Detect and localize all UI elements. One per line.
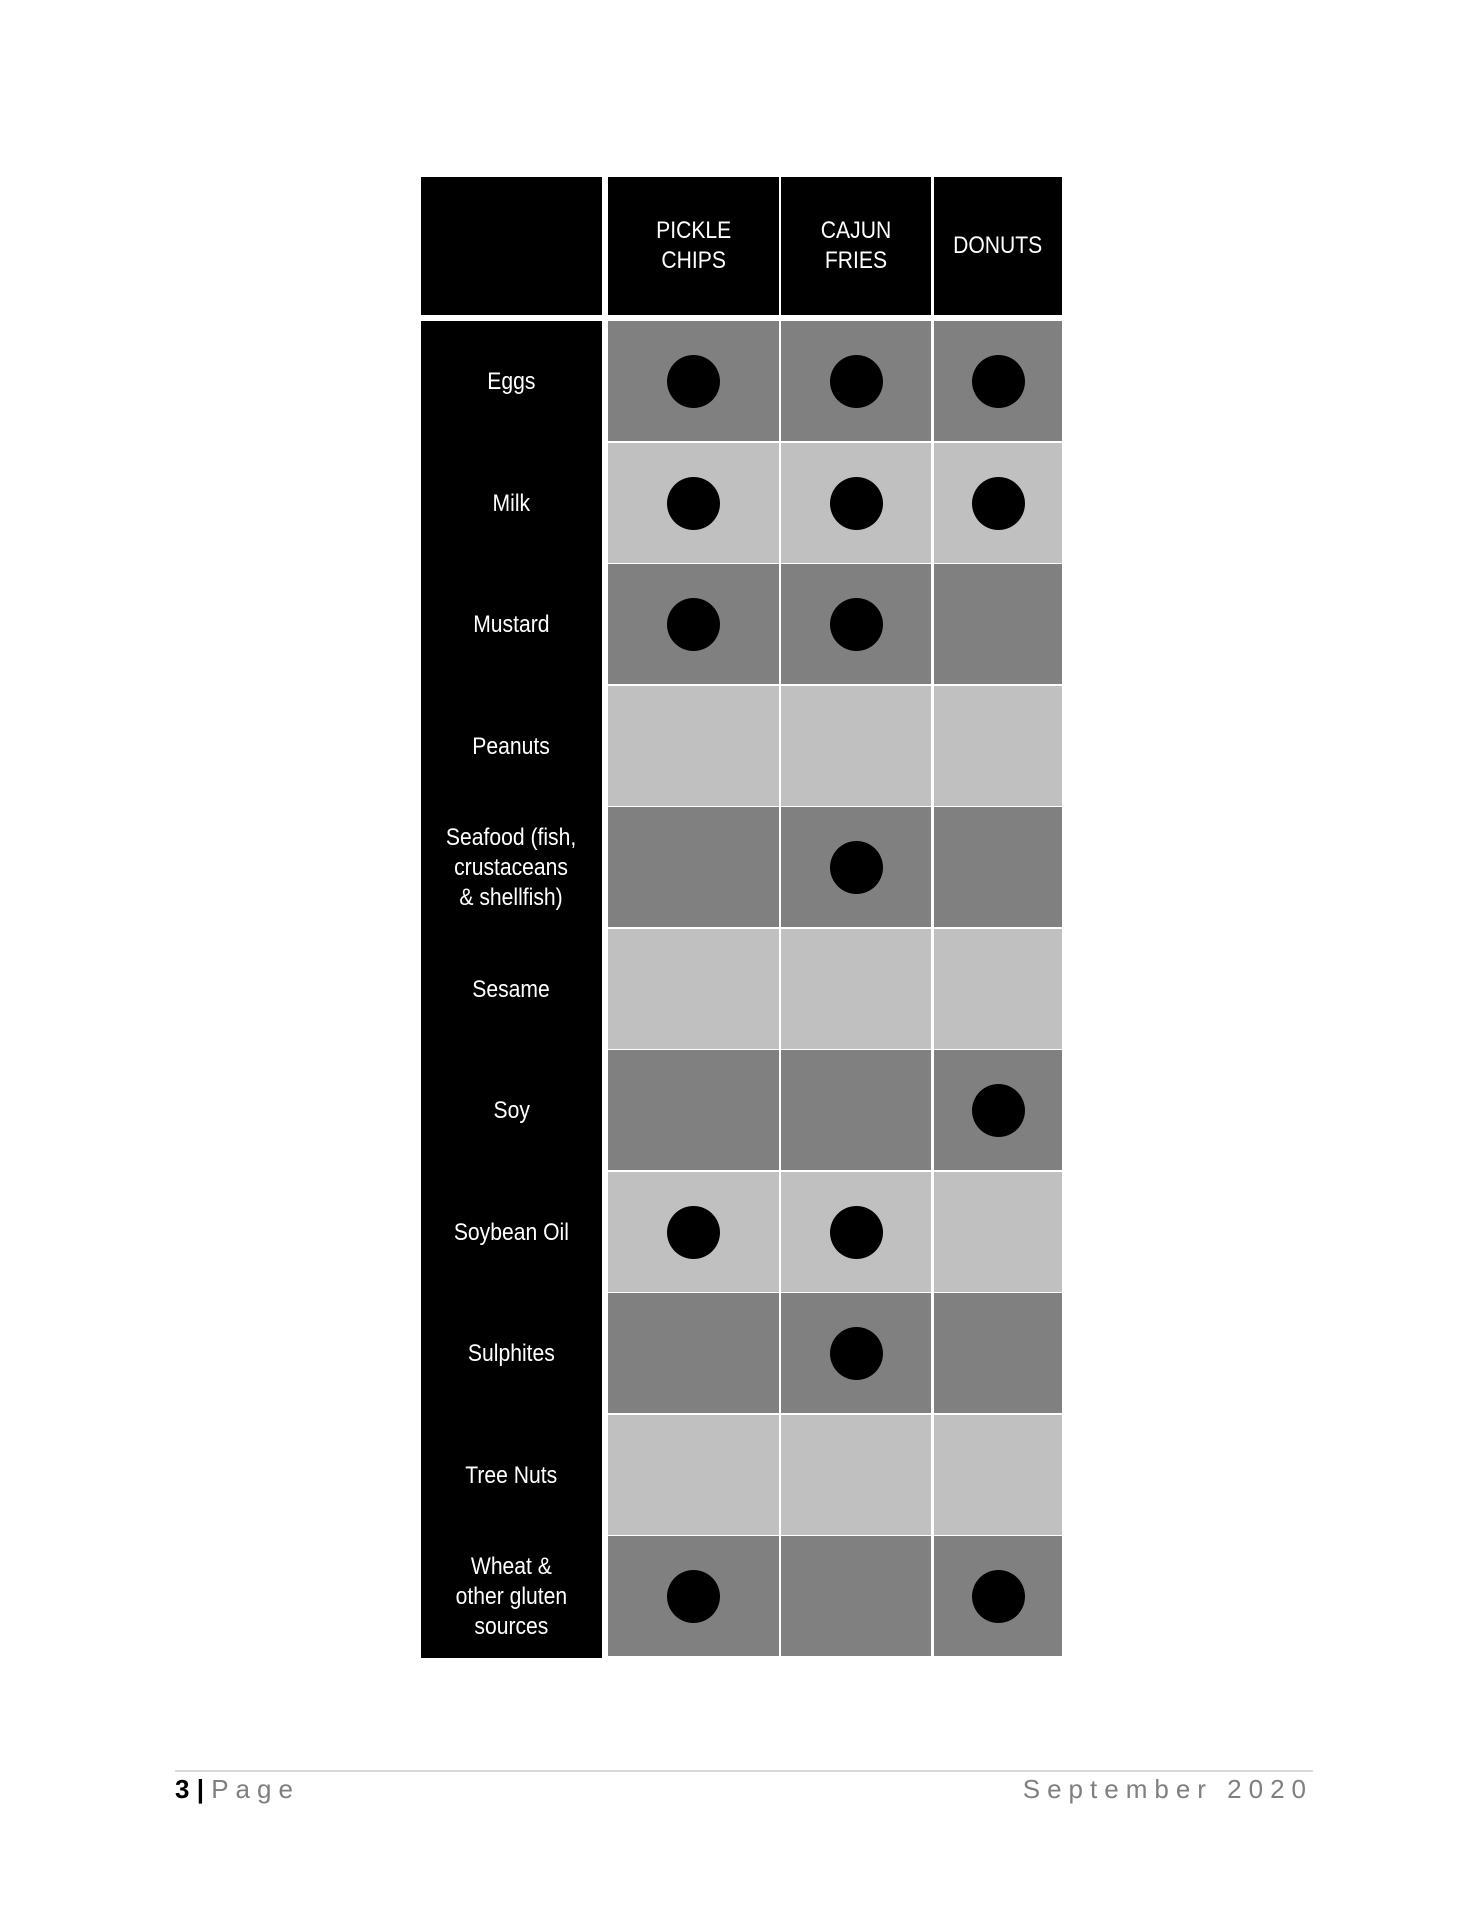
table-cell xyxy=(608,443,779,563)
text-line: other gluten xyxy=(455,1583,568,1610)
row-label: Wheat & other gluten sources xyxy=(421,1536,602,1658)
filled-circle-icon xyxy=(667,1205,720,1259)
table-cell xyxy=(608,1536,779,1656)
row-label: Sesame xyxy=(421,929,602,1051)
row-label: Eggs xyxy=(421,321,602,443)
filled-circle-icon xyxy=(667,1569,720,1623)
row-label-column xyxy=(421,321,602,1658)
filled-circle-icon xyxy=(829,1205,883,1259)
text-line: Peanuts xyxy=(472,733,551,760)
table-cell xyxy=(608,807,779,927)
table-cell xyxy=(781,1050,931,1170)
table-cell xyxy=(934,686,1062,806)
table-cell xyxy=(608,321,779,441)
page-number-footer: 3 | Page xyxy=(175,1774,300,1805)
filled-circle-icon xyxy=(829,354,883,408)
text-line: Seafood (fish, xyxy=(446,824,577,851)
text-line: crustaceans xyxy=(454,854,569,881)
table-cell xyxy=(781,1536,931,1656)
table-cell xyxy=(781,929,931,1049)
table-cell xyxy=(934,929,1062,1049)
column-header: DONUTS xyxy=(934,177,1062,315)
text-line: CHIPS xyxy=(661,247,726,274)
filled-circle-icon xyxy=(971,476,1025,530)
table-cell xyxy=(934,1050,1062,1170)
table-cell xyxy=(608,1415,779,1535)
filled-circle-icon xyxy=(971,1083,1025,1137)
filled-circle-icon xyxy=(971,1569,1025,1623)
table-cell xyxy=(781,443,931,563)
table-cell xyxy=(934,1172,1062,1292)
table-cell xyxy=(934,1415,1062,1535)
row-label: Seafood (fish, crustaceans & shellfish) xyxy=(421,807,602,929)
table-cell xyxy=(934,443,1062,563)
table-cell xyxy=(781,807,931,927)
table-cell xyxy=(781,1172,931,1292)
text-line: PICKLE xyxy=(655,217,732,244)
page-separator: | xyxy=(196,1774,204,1804)
filled-circle-icon xyxy=(667,597,720,651)
row-label: Milk xyxy=(421,443,602,565)
filled-circle-icon xyxy=(667,354,720,408)
text-line: DONUTS xyxy=(953,232,1043,259)
filled-circle-icon xyxy=(829,1326,883,1380)
table-cell xyxy=(608,929,779,1049)
row-label: Mustard xyxy=(421,564,602,686)
table-cell xyxy=(608,564,779,684)
text-line: Sulphites xyxy=(468,1340,555,1367)
footer-divider xyxy=(175,1770,1313,1772)
text-line: FRIES xyxy=(824,247,888,274)
row-label: Soybean Oil xyxy=(421,1172,602,1294)
text-line: Eggs xyxy=(487,368,536,395)
column-header: PICKLE CHIPS xyxy=(608,177,779,315)
text-line: Soybean Oil xyxy=(453,1219,570,1246)
filled-circle-icon xyxy=(829,840,883,894)
text-line: Soy xyxy=(493,1097,530,1124)
table-cell xyxy=(781,564,931,684)
column-header: CAJUN FRIES xyxy=(781,177,931,315)
table-cell xyxy=(934,564,1062,684)
table-cell xyxy=(781,1293,931,1413)
filled-circle-icon xyxy=(829,597,883,651)
text-line: sources xyxy=(474,1613,549,1640)
filled-circle-icon xyxy=(667,476,720,530)
table-cell xyxy=(781,321,931,441)
table-cell xyxy=(781,686,931,806)
page-number: 3 xyxy=(175,1774,190,1804)
header-corner xyxy=(421,177,602,315)
table-cell xyxy=(934,1293,1062,1413)
text-line: Sesame xyxy=(472,976,551,1003)
text-line: Tree Nuts xyxy=(465,1462,558,1489)
table-cell xyxy=(608,1172,779,1292)
text-line: & shellfish) xyxy=(459,884,564,911)
table-cell xyxy=(608,686,779,806)
filled-circle-icon xyxy=(829,476,883,530)
page-label: Page xyxy=(211,1774,300,1804)
filled-circle-icon xyxy=(971,354,1025,408)
table-cell xyxy=(934,1536,1062,1656)
row-label: Peanuts xyxy=(421,686,602,808)
table-cell xyxy=(608,1293,779,1413)
text-line: Milk xyxy=(492,490,531,517)
footer-date: September 2020 xyxy=(1022,1774,1313,1804)
text-line: CAJUN xyxy=(820,217,892,244)
table-cell xyxy=(934,321,1062,441)
table-cell xyxy=(608,1050,779,1170)
row-label: Tree Nuts xyxy=(421,1415,602,1537)
row-label: Soy xyxy=(421,1050,602,1172)
table-cell xyxy=(934,807,1062,927)
text-line: Mustard xyxy=(473,611,550,638)
text-line: Wheat & xyxy=(470,1553,552,1580)
table-cell xyxy=(781,1415,931,1535)
row-label: Sulphites xyxy=(421,1293,602,1415)
